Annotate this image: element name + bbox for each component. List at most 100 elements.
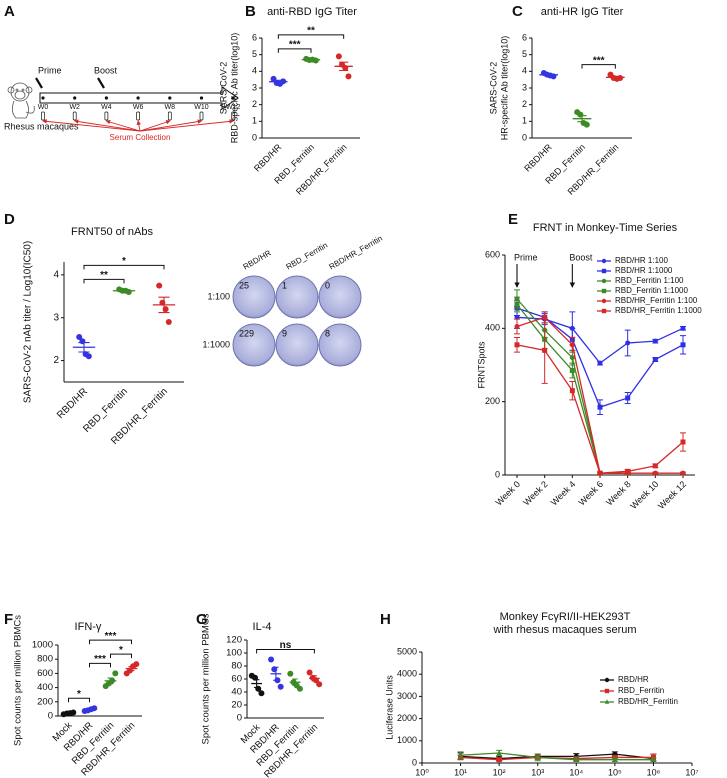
- significance-bracket: [68, 697, 90, 703]
- week-label: W4: [101, 104, 112, 111]
- y-tick-label: 5: [522, 49, 527, 59]
- week-label: W8: [165, 104, 176, 111]
- significance-label: ***: [94, 654, 106, 665]
- marker: [625, 340, 631, 346]
- data-point: [133, 661, 140, 668]
- panel-letter: A: [4, 3, 15, 20]
- week-dot: [168, 96, 172, 100]
- legend-label: RBD/HR: [618, 675, 649, 684]
- x-tick-label: Week 6: [577, 479, 606, 508]
- y-tick-label: 5000: [397, 646, 417, 656]
- collection-arrow: [105, 119, 141, 132]
- error-bar: [577, 115, 587, 123]
- collection-label: Serum Collection: [110, 133, 171, 142]
- title-text: Monkey FcγRI/II-HEK293T: [500, 611, 631, 623]
- error-bar: [273, 666, 279, 681]
- plate-count: 0: [325, 280, 330, 290]
- y-tick-label: 1000: [32, 640, 53, 651]
- marker: [601, 278, 607, 284]
- marker: [601, 258, 607, 264]
- error-bar: [544, 73, 554, 77]
- title-text: with rhesus macaques serum: [492, 624, 636, 636]
- x-tick-label: 10⁴: [569, 767, 583, 777]
- plate-count: 1: [282, 280, 287, 290]
- y-tick-label: 20: [231, 700, 242, 711]
- data-point: [258, 690, 265, 697]
- y-tick-label: 5: [252, 49, 257, 59]
- animal-label: Rhesus macaques: [4, 121, 79, 131]
- x-tick-label: 10¹: [454, 767, 467, 777]
- plate-count: 9: [282, 328, 287, 338]
- tube-icon: [136, 111, 140, 121]
- x-tick-label: 10⁶: [647, 767, 661, 777]
- marker: [514, 314, 520, 320]
- significance-bracket: [256, 649, 315, 654]
- y-tick-label: 0: [237, 713, 242, 724]
- panel-letter: H: [380, 611, 391, 628]
- week-dot: [73, 96, 77, 100]
- week-dot: [199, 96, 204, 100]
- week-dot: [231, 96, 235, 100]
- legend-label: RBD_Ferritin 1:100: [615, 276, 684, 285]
- marker: [601, 298, 607, 304]
- plate: [232, 275, 276, 319]
- legend-label: RBD/HR_Ferritin: [618, 697, 678, 706]
- marker: [680, 342, 686, 348]
- error-bar: [158, 296, 170, 314]
- data-point: [306, 669, 313, 676]
- x-tick-label: 10⁵: [608, 767, 622, 777]
- ylabel-text: RBD-specific Ab titer(log10): [229, 33, 239, 144]
- y-tick-label: 2: [53, 355, 59, 366]
- error-bar: [78, 342, 90, 353]
- plate-column-label: RBD/HR: [242, 248, 273, 271]
- panel-letter: G: [196, 611, 208, 628]
- tube-icon: [199, 111, 204, 121]
- significance-label: *: [122, 256, 126, 267]
- tube-icon: [104, 111, 109, 121]
- tube-icon: [72, 111, 77, 121]
- collection-arrow: [139, 119, 234, 132]
- syringe-icons: [35, 77, 105, 89]
- x-tick-label: 10⁷: [685, 767, 698, 777]
- y-tick-label: 0: [48, 711, 53, 722]
- marker: [597, 360, 603, 366]
- y-tick-label: 2: [252, 99, 257, 109]
- x-tick-label: Week 4: [549, 479, 578, 508]
- marker: [625, 395, 631, 401]
- marker: [458, 752, 464, 758]
- y-tick-label: 400: [485, 323, 500, 333]
- x-tick-label: RBD/HR: [522, 142, 554, 174]
- week-label: W12: [226, 104, 241, 111]
- significance-label: ns: [280, 640, 292, 651]
- panel-letter: B: [245, 3, 256, 20]
- significance-bracket: [581, 64, 616, 69]
- marker: [569, 388, 575, 394]
- panel-letter: F: [4, 611, 13, 628]
- significance-label: ***: [105, 631, 117, 642]
- error-bar: [253, 679, 260, 688]
- series-line: [460, 752, 654, 761]
- collection-arrow: [42, 119, 141, 132]
- significance-label: ***: [289, 39, 301, 50]
- title-text: anti-RBD IgG Titer: [267, 6, 357, 18]
- y-tick-label: 6: [522, 32, 527, 42]
- week-label: W2: [69, 104, 80, 111]
- marker: [496, 750, 502, 756]
- prime-label: Prime: [38, 65, 62, 75]
- error-bar: [292, 678, 298, 687]
- marker: [569, 355, 575, 361]
- x-tick-label: RBD/HR: [252, 142, 284, 174]
- plate-row-label: 1:1000: [202, 339, 230, 349]
- marker: [597, 470, 603, 476]
- plate: [275, 323, 319, 367]
- marker: [652, 338, 658, 344]
- significance-bracket: [89, 639, 132, 645]
- ylabel-text: Luciferase Units: [384, 675, 394, 740]
- significance-bracket: [89, 662, 111, 668]
- legend-label: RBD_Ferritin: [618, 686, 664, 695]
- y-tick-label: 4: [252, 66, 257, 76]
- y-tick-label: 4000: [397, 669, 417, 679]
- ylabel-text: HR-specific Ab titer(log10): [499, 36, 509, 141]
- marker: [569, 368, 575, 373]
- significance-bracket: [277, 48, 312, 53]
